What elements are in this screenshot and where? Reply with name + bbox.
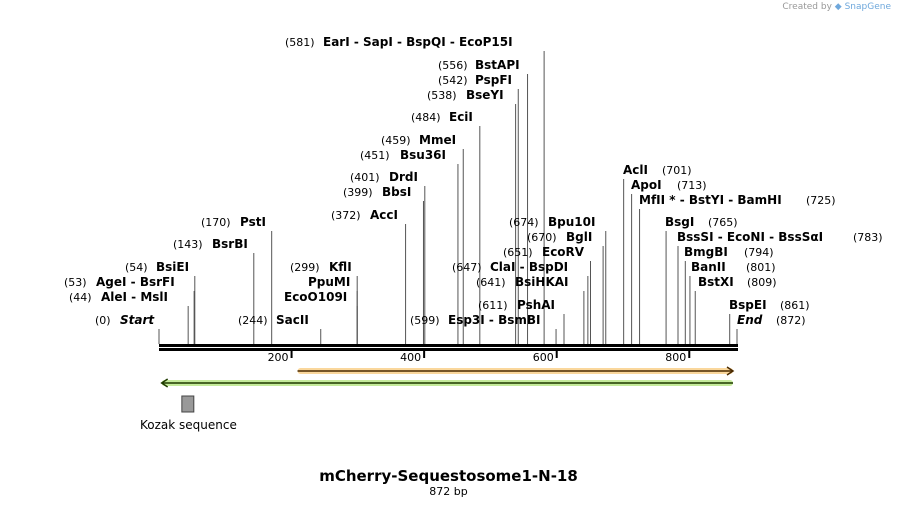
site-position-label: (641): [476, 276, 506, 289]
enzyme-site-label[interactable]: BsgI: [665, 215, 694, 229]
site-position-label: (713): [677, 179, 707, 192]
site-position-label: (299): [290, 261, 320, 274]
site-position-label: (783): [853, 231, 883, 244]
enzyme-site-label[interactable]: BmgBI: [684, 245, 728, 259]
enzyme-site-label[interactable]: EcoRV: [542, 245, 585, 259]
enzyme-site-label[interactable]: BsiEI: [156, 260, 189, 274]
site-position-label: (670): [527, 231, 557, 244]
site-position-label: (701): [662, 164, 692, 177]
enzyme-site-label[interactable]: BssSI - EcoNI - BssSαI: [677, 230, 823, 244]
enzyme-site-label[interactable]: BsrBI: [212, 237, 248, 251]
enzyme-site-label[interactable]: Start: [120, 313, 155, 327]
site-position-label: (170): [201, 216, 231, 229]
site-position-label: (809): [747, 276, 777, 289]
snapgene-logo-icon: ◆: [834, 2, 842, 12]
backbone-top-line: [159, 344, 738, 347]
credit-brand: SnapGene: [844, 2, 891, 12]
enzyme-site-label[interactable]: BsiHKAI: [515, 275, 569, 289]
enzyme-site-label[interactable]: EarI - SapI - BspQI - EcoP15I: [323, 35, 513, 49]
enzyme-site-label[interactable]: BbsI: [382, 185, 411, 199]
site-position-label: (872): [776, 314, 806, 327]
enzyme-site-label[interactable]: EcoO109I: [284, 290, 347, 304]
ruler-tick: [423, 351, 426, 358]
backbone-bottom-line: [159, 348, 738, 351]
ruler-tick-label: 800: [665, 351, 686, 364]
site-position-label: (54): [125, 261, 148, 274]
enzyme-site-label[interactable]: SacII: [276, 313, 309, 327]
snapgene-credit: Created by ◆ SnapGene: [782, 2, 891, 12]
enzyme-site-label[interactable]: PstI: [240, 215, 266, 229]
enzyme-site-label[interactable]: Bpu10I: [548, 215, 595, 229]
credit-prefix: Created by: [782, 2, 832, 12]
site-position-label: (651): [503, 246, 533, 259]
enzyme-site-label[interactable]: BanII: [691, 260, 726, 274]
site-position-label: (861): [780, 299, 810, 312]
site-position-label: (611): [478, 299, 508, 312]
enzyme-site-label[interactable]: Bsu36I: [400, 148, 446, 162]
kozak-feature-box[interactable]: [181, 395, 195, 413]
enzyme-site-label[interactable]: BstAPI: [475, 58, 520, 72]
site-position-label: (647): [452, 261, 482, 274]
enzyme-site-label[interactable]: AgeI - BsrFI: [96, 275, 175, 289]
site-position-label: (143): [173, 238, 203, 251]
forward-arrow-icon: [726, 366, 735, 376]
ruler-tick-label: 400: [400, 351, 421, 364]
site-position-label: (794): [744, 246, 774, 259]
enzyme-site-label[interactable]: AleI - MslI: [101, 290, 168, 304]
site-leader-lines: [158, 51, 738, 344]
enzyme-site-label[interactable]: MfII * - BstYI - BamHI: [639, 193, 782, 207]
site-position-label: (674): [509, 216, 539, 229]
ruler: 200 400 600 800: [268, 351, 691, 364]
site-position-label: (451): [360, 149, 390, 162]
enzyme-site-label[interactable]: AclI: [623, 163, 648, 177]
enzyme-site-label[interactable]: ApoI: [631, 178, 662, 192]
site-position-label: (581): [285, 36, 315, 49]
site-position-label: (599): [410, 314, 440, 327]
map-title: mCherry-Sequestosome1-N-18: [319, 467, 578, 485]
ruler-tick-label: 200: [268, 351, 289, 364]
enzyme-site-label[interactable]: BseYI: [466, 88, 504, 102]
enzyme-site-label[interactable]: KflI: [329, 260, 352, 274]
enzyme-site-label[interactable]: ClaI - BspDI: [490, 260, 568, 274]
site-position-label: (399): [343, 186, 373, 199]
site-position-label: (484): [411, 111, 441, 124]
site-position-label: (401): [350, 171, 380, 184]
site-position-label: (556): [438, 59, 468, 72]
site-position-label: (53): [64, 276, 87, 289]
site-position-label: (801): [746, 261, 776, 274]
enzyme-site-label[interactable]: Esp3I - BsmBI: [448, 313, 540, 327]
ruler-tick: [290, 351, 293, 358]
enzyme-site-label[interactable]: End: [737, 313, 763, 327]
enzyme-site-label[interactable]: PpuMI: [308, 275, 350, 289]
map-length: 872 bp: [429, 485, 468, 498]
enzyme-site-label[interactable]: MmeI: [419, 133, 456, 147]
site-position-label: (725): [806, 194, 836, 207]
enzyme-site-label[interactable]: DrdI: [389, 170, 418, 184]
enzyme-site-label[interactable]: PshAI: [517, 298, 555, 312]
enzyme-site-label[interactable]: EciI: [449, 110, 473, 124]
site-position-label: (0): [95, 314, 111, 327]
site-position-label: (459): [381, 134, 411, 147]
reverse-arrow-icon: [160, 378, 169, 388]
site-position-label: (372): [331, 209, 361, 222]
enzyme-site-label[interactable]: BstXI: [698, 275, 734, 289]
feature-track: [160, 366, 735, 413]
ruler-tick-label: 600: [533, 351, 554, 364]
enzyme-site-label[interactable]: AccI: [370, 208, 398, 222]
enzyme-site-label[interactable]: BspEI: [729, 298, 767, 312]
enzyme-site-label[interactable]: PspFI: [475, 73, 512, 87]
site-labels: (581) EarI - SapI - BspQI - EcoP15I (556) B…: [64, 35, 883, 327]
site-position-label: (765): [708, 216, 738, 229]
site-position-label: (542): [438, 74, 468, 87]
site-position-label: (538): [427, 89, 457, 102]
kozak-feature-label[interactable]: Kozak sequence: [140, 418, 237, 432]
sequence-backbone: [159, 344, 738, 351]
site-position-label: (244): [238, 314, 268, 327]
ruler-tick: [555, 351, 558, 358]
site-position-label: (44): [69, 291, 92, 304]
enzyme-site-label[interactable]: BglI: [566, 230, 592, 244]
ruler-tick: [688, 351, 691, 358]
